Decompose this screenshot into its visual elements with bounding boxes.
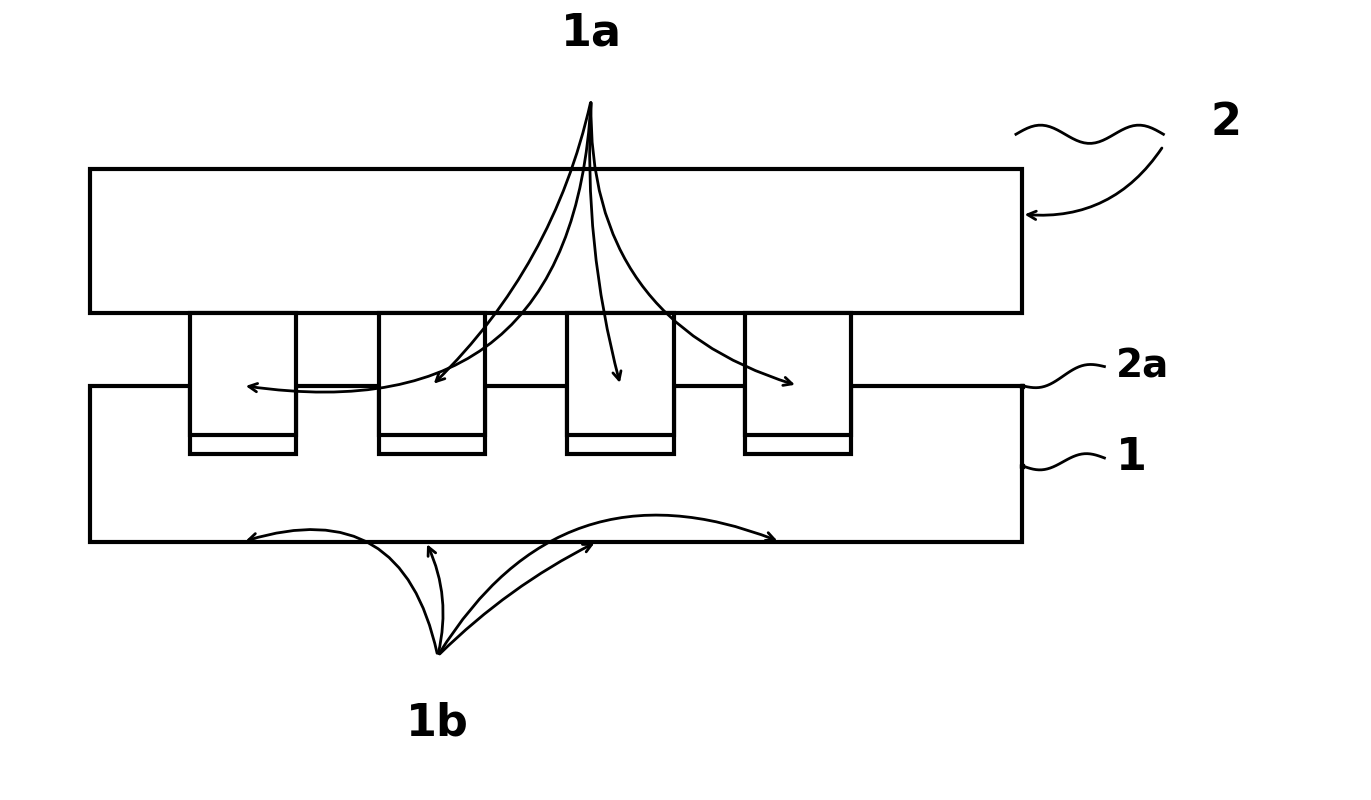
Text: 1: 1 xyxy=(1116,437,1148,479)
Text: 2: 2 xyxy=(1211,102,1242,144)
Text: 2a: 2a xyxy=(1116,347,1169,386)
Bar xyxy=(189,314,296,435)
Bar xyxy=(568,314,673,435)
Text: 1b: 1b xyxy=(406,702,469,745)
Bar xyxy=(89,169,1021,314)
Bar xyxy=(744,314,851,435)
Bar xyxy=(378,314,485,435)
Text: 1a: 1a xyxy=(561,11,621,54)
Polygon shape xyxy=(89,386,1021,542)
